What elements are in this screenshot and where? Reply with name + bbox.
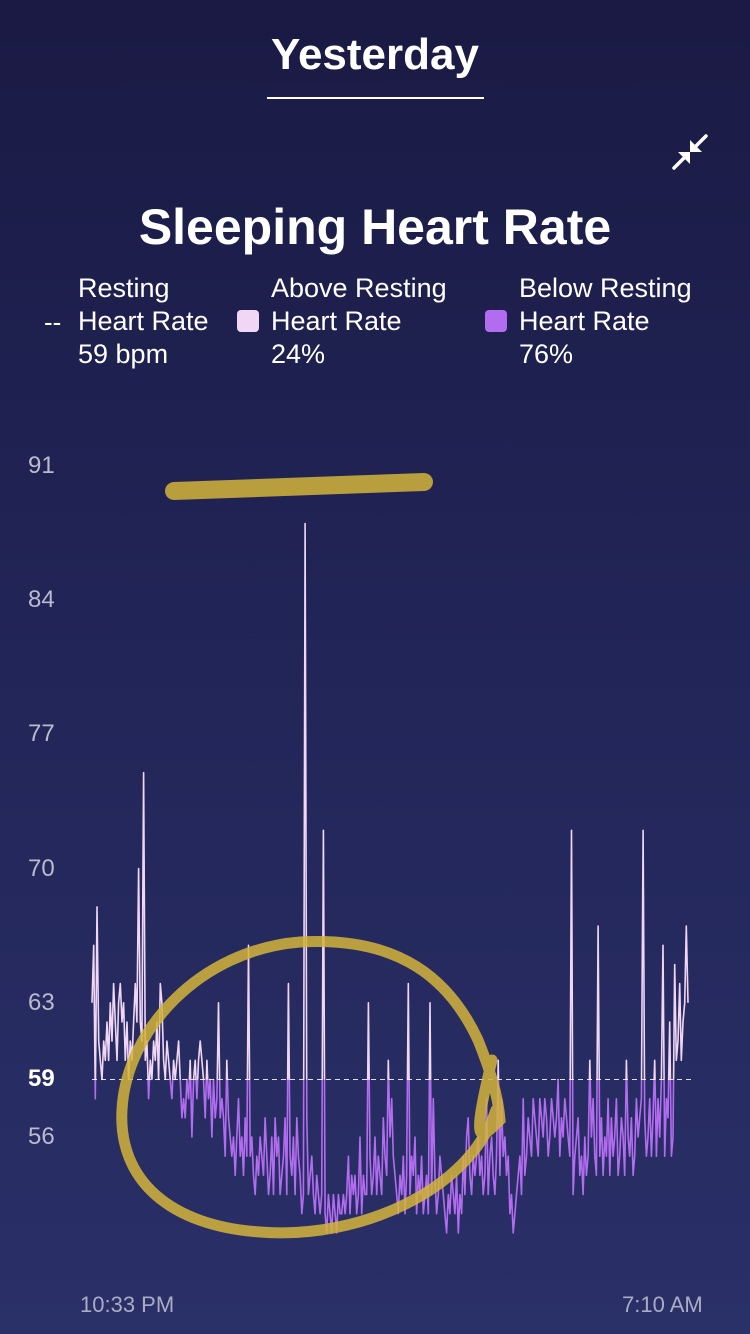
- y-tick-70: 70: [28, 854, 55, 882]
- legend-above: Above Resting Heart Rate 24%: [271, 272, 447, 371]
- legend-resting-value: 59 bpm: [78, 339, 169, 369]
- collapse-arrows-icon: [672, 134, 708, 170]
- legend-above-value: 24%: [271, 339, 326, 369]
- legend-resting-line2: Heart Rate: [78, 306, 209, 336]
- legend-below-value: 76%: [519, 339, 574, 369]
- highlight-underline-annotation: [165, 473, 433, 500]
- legend-resting: Resting Heart Rate 59 bpm: [78, 272, 209, 371]
- collapse-button[interactable]: [668, 130, 712, 174]
- y-tick-56: 56: [28, 1123, 55, 1150]
- y-tick-59: 59: [28, 1065, 55, 1093]
- legend-below: Below Resting Heart Rate 76%: [519, 272, 692, 371]
- resting-dash-marker: --: [44, 307, 62, 337]
- y-tick-77: 77: [28, 720, 55, 748]
- x-start-label: 10:33 PM: [80, 1292, 175, 1317]
- header: Yesterday: [0, 30, 750, 90]
- legend-above-line2: Heart Rate: [271, 306, 402, 336]
- above-resting-swatch: [237, 310, 259, 332]
- legend: -- Resting Heart Rate 59 bpm Above Resti…: [0, 272, 750, 382]
- legend-above-line1: Above Resting: [271, 273, 447, 303]
- y-tick-63: 63: [28, 988, 55, 1016]
- active-tab-underline: [267, 97, 484, 99]
- highlight-circle-annotation: [116, 935, 506, 1239]
- y-tick-84: 84: [28, 586, 55, 614]
- below-resting-swatch: [485, 310, 507, 332]
- x-end-label: 7:10 AM: [622, 1292, 703, 1317]
- legend-resting-line1: Resting: [78, 273, 170, 303]
- y-tick-91: 91: [28, 452, 55, 479]
- legend-below-line1: Below Resting: [519, 273, 692, 303]
- legend-below-line2: Heart Rate: [519, 306, 650, 336]
- heart-rate-line: [91, 522, 689, 1234]
- chart-title: Sleeping Heart Rate: [138, 199, 612, 255]
- date-tab-yesterday[interactable]: Yesterday: [271, 30, 479, 79]
